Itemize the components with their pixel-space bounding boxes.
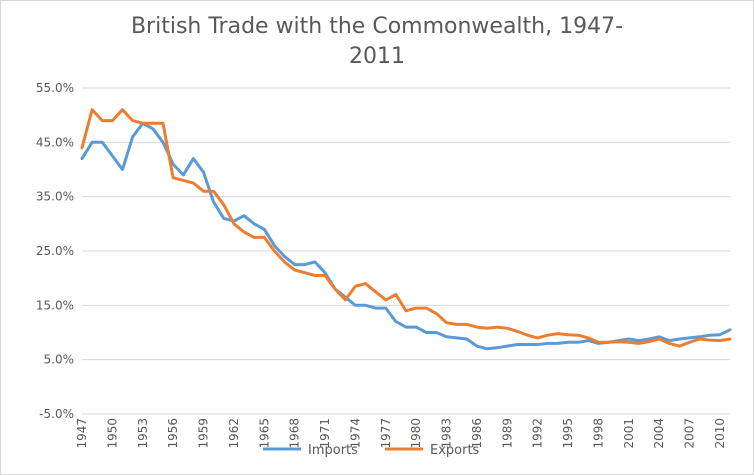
series-line-exports xyxy=(80,108,732,348)
y-tick-label: 55.0% xyxy=(36,81,74,95)
x-tick-label: 1989 xyxy=(500,418,514,449)
x-tick-label: 1992 xyxy=(531,418,545,449)
x-tick-label: 1998 xyxy=(591,418,605,449)
x-tick-label: 1950 xyxy=(105,418,119,449)
x-tick-label: 1956 xyxy=(166,418,180,449)
y-tick-label: 25.0% xyxy=(36,244,74,258)
x-tick-label: 1959 xyxy=(197,418,211,449)
x-tick-label: 1995 xyxy=(561,418,575,449)
chart-title: British Trade with the Commonwealth, 194… xyxy=(0,12,754,72)
legend-label: Imports xyxy=(308,443,358,458)
gridlines xyxy=(82,87,730,415)
legend: Imports Exports xyxy=(263,443,480,458)
x-tick-label: 1962 xyxy=(227,418,241,449)
x-tick-label: 1968 xyxy=(288,418,302,449)
y-tick-label: 45.0% xyxy=(36,135,74,149)
chart-title-line-1: British Trade with the Commonwealth, 194… xyxy=(130,14,624,39)
x-tick-label: 1983 xyxy=(440,418,454,449)
x-tick-label: 2007 xyxy=(683,418,697,449)
series-line-imports xyxy=(80,121,732,351)
x-tick-label: 2010 xyxy=(713,418,727,449)
y-axis-tick-labels: -5.0% 5.0% 15.0% 25.0% 35.0% 45.0% 55.0% xyxy=(36,81,74,421)
legend-entry-exports: Exports xyxy=(385,443,480,458)
y-tick-label: 15.0% xyxy=(36,298,74,312)
x-tick-label: 2004 xyxy=(652,418,666,449)
x-tick-label: 1971 xyxy=(318,418,332,449)
x-tick-label: 2001 xyxy=(622,418,636,449)
chart-title-line-2: 2011 xyxy=(349,44,405,69)
x-tick-label: 1980 xyxy=(409,418,423,449)
x-tick-label: 1977 xyxy=(379,418,393,449)
x-tick-label: 1974 xyxy=(348,418,362,449)
y-tick-label: 5.0% xyxy=(44,353,75,367)
x-tick-label: 1953 xyxy=(136,418,150,449)
legend-label: Exports xyxy=(430,443,480,458)
x-tick-label: 1947 xyxy=(75,418,89,449)
legend-entry-imports: Imports xyxy=(263,443,358,458)
x-tick-label: 1986 xyxy=(470,418,484,449)
y-tick-label: -5.0% xyxy=(39,407,74,421)
series-lines xyxy=(80,108,732,351)
x-axis-tick-labels: 1947 1950 1953 1956 1959 1962 1965 1968 1971 1974… xyxy=(75,418,727,449)
x-tick-label: 1965 xyxy=(257,418,271,449)
y-tick-label: 35.0% xyxy=(36,190,74,204)
